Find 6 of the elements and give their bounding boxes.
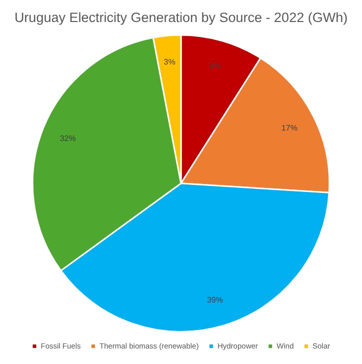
data-label: 9% — [209, 62, 221, 71]
data-label: 32% — [60, 134, 76, 143]
data-label: 39% — [206, 295, 223, 304]
data-label: 17% — [281, 123, 298, 132]
chart-title: Uruguay Electricity Generation by Source - 2022 (GWh) — [14, 10, 348, 25]
data-label: 3% — [164, 57, 176, 66]
